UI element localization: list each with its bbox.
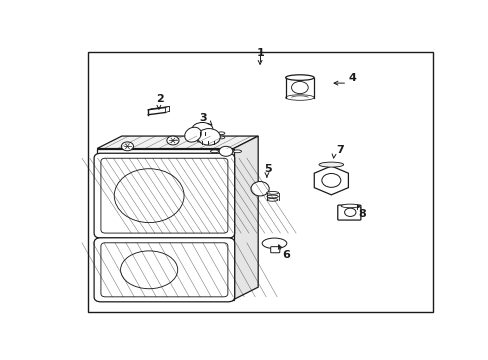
Text: 6: 6: [282, 250, 290, 260]
Text: 2: 2: [156, 94, 163, 104]
Text: 3: 3: [199, 113, 206, 123]
FancyBboxPatch shape: [197, 133, 218, 142]
Ellipse shape: [121, 251, 177, 289]
Polygon shape: [233, 136, 258, 300]
Text: 1: 1: [256, 48, 264, 58]
Ellipse shape: [218, 132, 224, 135]
Text: 8: 8: [358, 209, 366, 219]
Ellipse shape: [114, 169, 183, 222]
Ellipse shape: [285, 75, 313, 80]
FancyBboxPatch shape: [94, 238, 234, 302]
Ellipse shape: [250, 181, 268, 196]
Polygon shape: [97, 149, 233, 300]
Ellipse shape: [192, 122, 212, 136]
Ellipse shape: [266, 192, 278, 194]
Text: 5: 5: [264, 164, 271, 174]
Circle shape: [291, 81, 307, 94]
Circle shape: [219, 146, 232, 156]
Ellipse shape: [210, 150, 218, 153]
Ellipse shape: [266, 195, 278, 198]
Circle shape: [166, 136, 179, 145]
Ellipse shape: [184, 127, 201, 142]
Circle shape: [344, 208, 355, 216]
Ellipse shape: [318, 162, 343, 167]
Ellipse shape: [285, 95, 313, 100]
FancyBboxPatch shape: [101, 158, 227, 233]
FancyBboxPatch shape: [101, 243, 227, 297]
Polygon shape: [97, 136, 258, 149]
FancyBboxPatch shape: [270, 247, 279, 253]
Ellipse shape: [262, 238, 286, 249]
FancyBboxPatch shape: [337, 205, 360, 220]
Polygon shape: [314, 166, 347, 195]
Ellipse shape: [218, 136, 224, 139]
Text: 7: 7: [335, 145, 343, 155]
Ellipse shape: [341, 204, 359, 208]
FancyBboxPatch shape: [94, 153, 234, 238]
Circle shape: [321, 174, 340, 187]
Circle shape: [121, 142, 133, 151]
Ellipse shape: [233, 150, 241, 153]
Text: 4: 4: [348, 73, 356, 83]
Circle shape: [197, 129, 220, 145]
Ellipse shape: [267, 198, 277, 201]
